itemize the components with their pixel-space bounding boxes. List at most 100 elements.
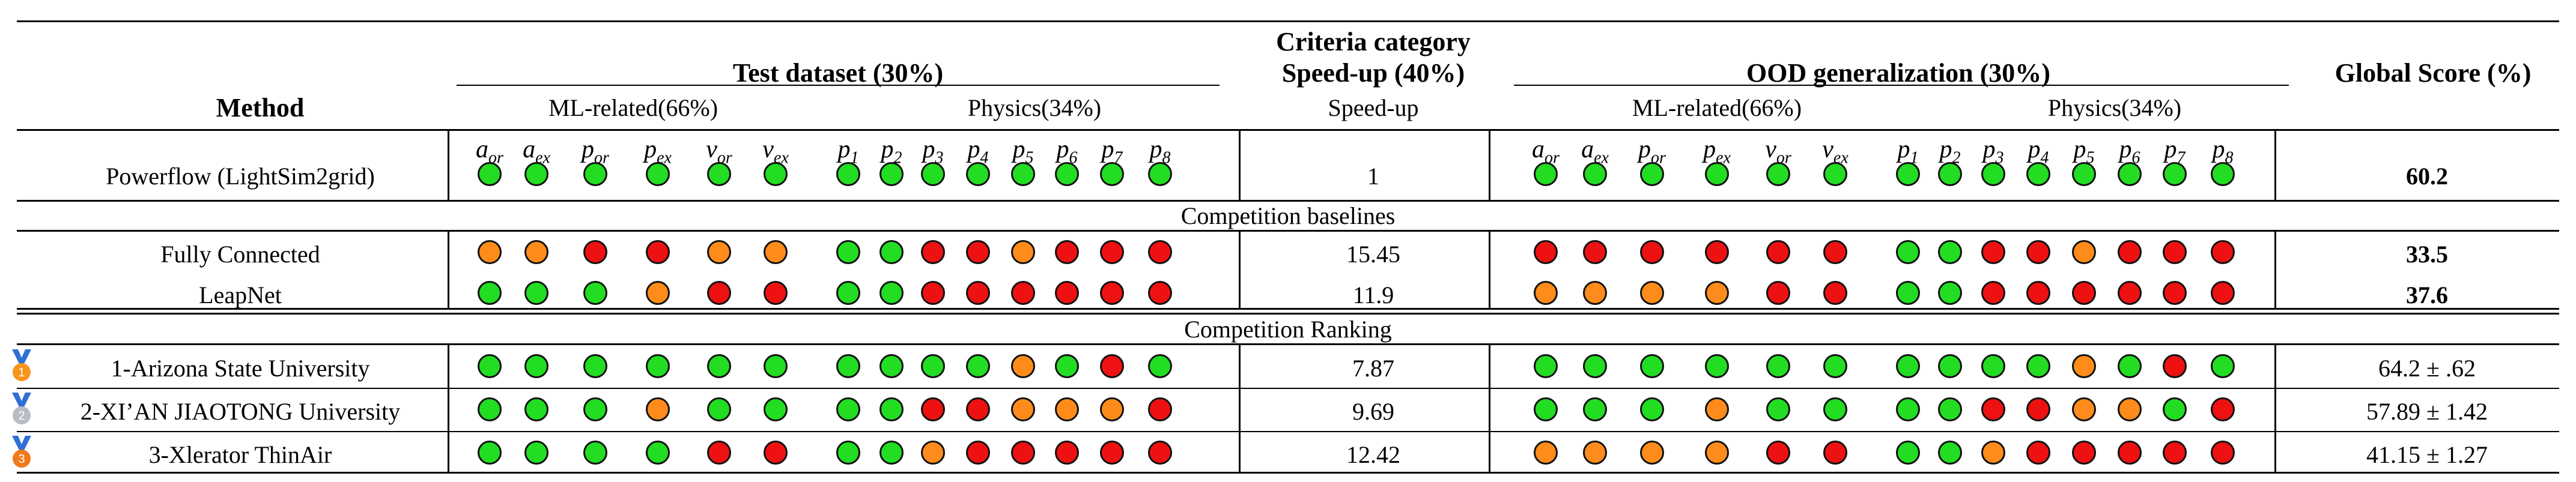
ood-physics-status-dot: [1938, 162, 1962, 186]
medal-rank: 2: [18, 409, 25, 423]
test-physics-status-dot: [921, 397, 945, 421]
ood-phys-var-label: p8: [2212, 136, 2234, 167]
test-physics-status-dot: [1011, 281, 1035, 305]
test-ml-status-dot: [583, 162, 607, 186]
test-ml-status-dot: [764, 162, 788, 186]
test-physics-status-dot: [921, 281, 945, 305]
test-phys-var-label: p2: [881, 136, 902, 167]
ood-ml-status-dot: [1766, 281, 1790, 305]
ood-ml-status-dot: [1640, 240, 1664, 264]
ood-var-label: aor: [1532, 136, 1560, 167]
test-physics-status-dot: [1100, 240, 1124, 264]
ood-var-label: pex: [1703, 136, 1731, 167]
ood-ml-status-dot: [1823, 441, 1847, 465]
ranking-double-rule-2: [17, 313, 2559, 315]
ood-physics-status-dot: [2211, 281, 2235, 305]
test-physics-status-dot: [966, 397, 990, 421]
test-ml-related-header: ML-related(66%): [548, 94, 718, 121]
test-physics-status-dot: [966, 240, 990, 264]
medal-rank: 1: [18, 366, 25, 379]
test-physics-status-dot: [1100, 441, 1124, 465]
test-ml-status-dot: [583, 281, 607, 305]
ood-ml-status-dot: [1766, 354, 1790, 378]
ood-ml-status-dot: [1705, 281, 1729, 305]
ood-physics-status-dot: [1938, 441, 1962, 465]
test-ml-status-dot: [524, 281, 548, 305]
test-physics-status-dot: [921, 354, 945, 378]
ood-var-label: vor: [1765, 136, 1791, 167]
test-physics-status-dot: [836, 240, 860, 264]
ood-physics-status-dot: [2118, 354, 2142, 378]
ood-physics-status-dot: [2163, 354, 2187, 378]
col-sep-method-a: [448, 129, 449, 201]
ood-physics-status-dot: [2072, 441, 2096, 465]
method-name: Fully Connected: [160, 241, 320, 268]
ood-ml-status-dot: [1823, 162, 1847, 186]
criteria-category-label: Criteria category: [1276, 27, 1471, 56]
speedup-value: 7.87: [1352, 355, 1394, 382]
speedup-value: 12.42: [1346, 441, 1400, 468]
ood-phys-var-label: p2: [1939, 136, 1961, 167]
method-name: 2-XI’AN JIAOTONG University: [80, 398, 401, 425]
ood-physics-header: Physics(34%): [2047, 94, 2182, 121]
ood-phys-var-label: p1: [1897, 136, 1919, 167]
ood-ml-status-dot: [1534, 240, 1558, 264]
test-ml-status-dot: [707, 240, 731, 264]
ood-ml-status-dot: [1705, 397, 1729, 421]
test-physics-status-dot: [879, 354, 904, 378]
test-physics-status-dot: [1011, 441, 1035, 465]
test-phys-var-label: p8: [1149, 136, 1171, 167]
row-rule-2: [17, 431, 2559, 432]
speedup-subheader: Speed-up: [1328, 94, 1419, 121]
test-ml-status-dot: [764, 240, 788, 264]
test-physics-status-dot: [1100, 281, 1124, 305]
global-score-header: Global Score (%): [2334, 58, 2532, 88]
medal-rank: 3: [18, 453, 25, 466]
test-physics-status-dot: [836, 281, 860, 305]
test-ml-status-dot: [583, 441, 607, 465]
method-header: Method: [216, 93, 305, 122]
global-score-value: 64.2 ± .62: [2378, 355, 2476, 382]
ood-physics-status-dot: [1981, 162, 2005, 186]
row-rule-1: [17, 388, 2559, 389]
global-score-value: 41.15 ± 1.27: [2366, 441, 2488, 468]
test-ml-status-dot: [646, 240, 670, 264]
ood-physics-status-dot: [2211, 162, 2235, 186]
ranking-double-rule-1: [17, 308, 2559, 310]
col-sep-method-b: [448, 230, 449, 309]
ood-physics-status-dot: [2118, 397, 2142, 421]
ood-physics-status-dot: [1938, 240, 1962, 264]
ood-ml-status-dot: [1705, 162, 1729, 186]
ood-ml-status-dot: [1766, 240, 1790, 264]
ood-physics-status-dot: [2026, 354, 2050, 378]
test-ml-status-dot: [478, 354, 502, 378]
ood-ml-status-dot: [1534, 162, 1558, 186]
ood-physics-status-dot: [2026, 240, 2050, 264]
test-ml-status-dot: [524, 397, 548, 421]
ood-physics-status-dot: [2118, 162, 2142, 186]
ood-physics-status-dot: [1896, 240, 1920, 264]
test-ml-status-dot: [707, 281, 731, 305]
ood-underline: [1514, 85, 2289, 86]
header-rule: [17, 129, 2559, 131]
ood-physics-status-dot: [1896, 441, 1920, 465]
ood-physics-status-dot: [2118, 441, 2142, 465]
ood-ml-status-dot: [1705, 441, 1729, 465]
col-sep-speedup-a: [1239, 129, 1241, 201]
ood-physics-status-dot: [2026, 281, 2050, 305]
ood-ml-status-dot: [1766, 441, 1790, 465]
ood-ml-status-dot: [1766, 397, 1790, 421]
ood-ml-status-dot: [1534, 281, 1558, 305]
test-physics-status-dot: [1011, 162, 1035, 186]
test-ml-status-dot: [524, 162, 548, 186]
global-score-value: 37.6: [2406, 282, 2448, 309]
test-physics-status-dot: [1100, 354, 1124, 378]
test-phys-var-label: p6: [1056, 136, 1078, 167]
test-ml-status-dot: [646, 397, 670, 421]
test-ml-status-dot: [646, 354, 670, 378]
test-phys-var-label: p1: [837, 136, 859, 167]
test-physics-status-dot: [836, 354, 860, 378]
ood-ml-status-dot: [1583, 354, 1607, 378]
ood-phys-var-label: p4: [2028, 136, 2049, 167]
ood-ml-status-dot: [1534, 354, 1558, 378]
